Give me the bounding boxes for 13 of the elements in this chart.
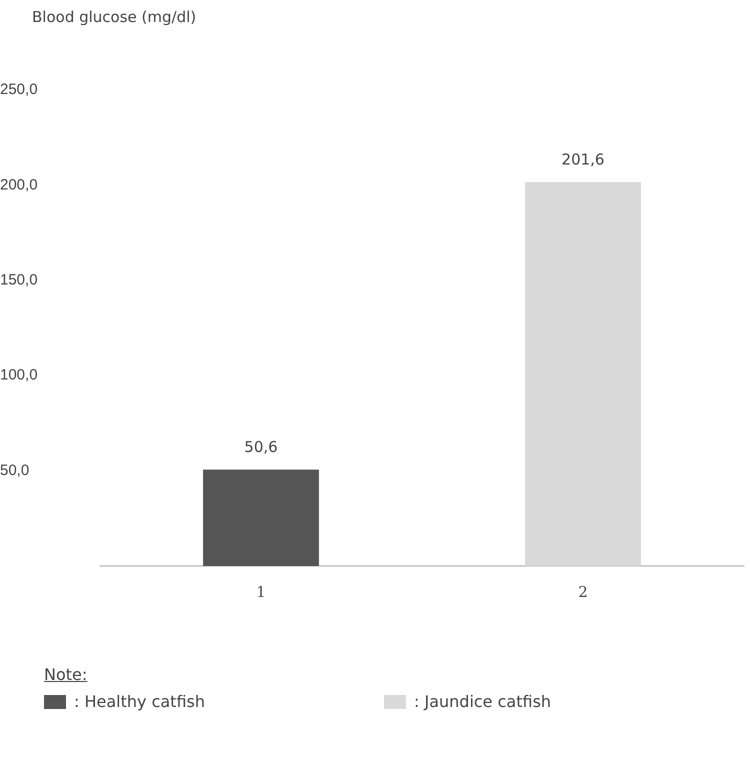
y-tick-label: 200,0 bbox=[0, 176, 38, 194]
legend-title: Note: bbox=[44, 665, 88, 684]
y-axis-title: Blood glucose (mg/dl) bbox=[32, 8, 196, 26]
y-tick-label: 100,0 bbox=[0, 366, 38, 384]
data-label: 50,6 bbox=[244, 438, 278, 456]
x-tick-label: 1 bbox=[256, 582, 266, 601]
legend-label: : Healthy catfish bbox=[74, 692, 205, 711]
y-tick-label: 150,0 bbox=[0, 272, 38, 289]
x-tick-label: 2 bbox=[578, 582, 588, 601]
y-tick-label: 50,0 bbox=[0, 462, 30, 479]
y-tick-label: 250,0 bbox=[0, 81, 38, 98]
legend-label: : Jaundice catfish bbox=[414, 692, 552, 711]
data-label: 201,6 bbox=[562, 150, 604, 169]
